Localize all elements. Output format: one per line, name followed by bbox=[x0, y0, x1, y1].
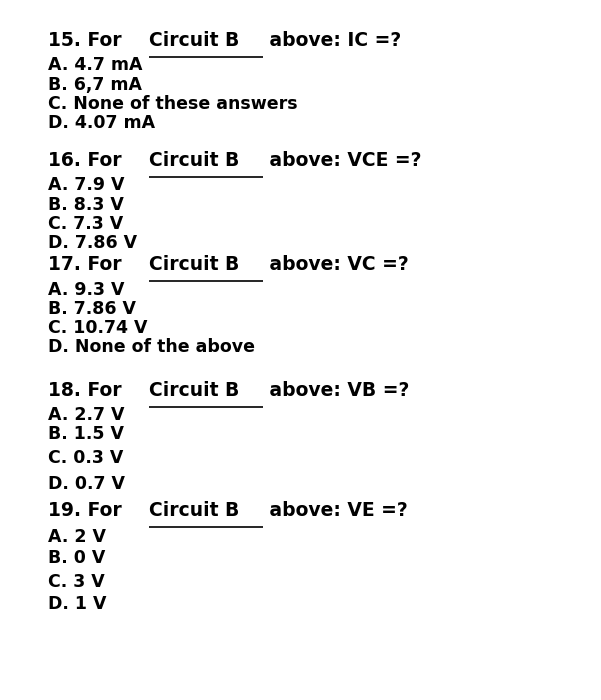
Text: Circuit B: Circuit B bbox=[149, 501, 240, 520]
Text: C. 0.3 V: C. 0.3 V bbox=[48, 449, 123, 468]
Text: B. 8.3 V: B. 8.3 V bbox=[48, 195, 124, 214]
Text: A. 4.7 mA: A. 4.7 mA bbox=[48, 56, 142, 74]
Text: A. 2.7 V: A. 2.7 V bbox=[48, 406, 124, 424]
Text: 16. For: 16. For bbox=[48, 151, 128, 170]
Text: D. 1 V: D. 1 V bbox=[48, 595, 106, 613]
Text: 19. For: 19. For bbox=[48, 501, 128, 520]
Text: C. 10.74 V: C. 10.74 V bbox=[48, 319, 147, 337]
Text: A. 2 V: A. 2 V bbox=[48, 528, 106, 547]
Text: Circuit B: Circuit B bbox=[149, 151, 239, 170]
Text: above: VB =?: above: VB =? bbox=[263, 381, 409, 400]
Text: Circuit B: Circuit B bbox=[149, 31, 239, 50]
Text: C. None of these answers: C. None of these answers bbox=[48, 94, 297, 113]
Text: C. 3 V: C. 3 V bbox=[48, 573, 105, 591]
Text: B. 1.5 V: B. 1.5 V bbox=[48, 426, 124, 444]
Text: Circuit B: Circuit B bbox=[149, 256, 239, 274]
Text: D. None of the above: D. None of the above bbox=[48, 338, 255, 356]
Text: D. 0.7 V: D. 0.7 V bbox=[48, 475, 125, 493]
Text: D. 4.07 mA: D. 4.07 mA bbox=[48, 114, 155, 132]
Text: 17. For: 17. For bbox=[48, 256, 128, 274]
Text: C. 7.3 V: C. 7.3 V bbox=[48, 215, 123, 233]
Text: A. 7.9 V: A. 7.9 V bbox=[48, 176, 124, 195]
Text: above: IC =?: above: IC =? bbox=[263, 31, 401, 50]
Text: 18. For: 18. For bbox=[48, 381, 128, 400]
Text: B. 0 V: B. 0 V bbox=[48, 549, 105, 567]
Text: Circuit B: Circuit B bbox=[149, 381, 239, 400]
Text: 15. For: 15. For bbox=[48, 31, 128, 50]
Text: D. 7.86 V: D. 7.86 V bbox=[48, 234, 137, 252]
Text: above: VC =?: above: VC =? bbox=[263, 256, 409, 274]
Text: B. 6,7 mA: B. 6,7 mA bbox=[48, 76, 142, 94]
Text: A. 9.3 V: A. 9.3 V bbox=[48, 281, 124, 299]
Text: above: VE =?: above: VE =? bbox=[263, 501, 408, 520]
Text: above: VCE =?: above: VCE =? bbox=[263, 151, 421, 170]
Text: B. 7.86 V: B. 7.86 V bbox=[48, 300, 136, 318]
